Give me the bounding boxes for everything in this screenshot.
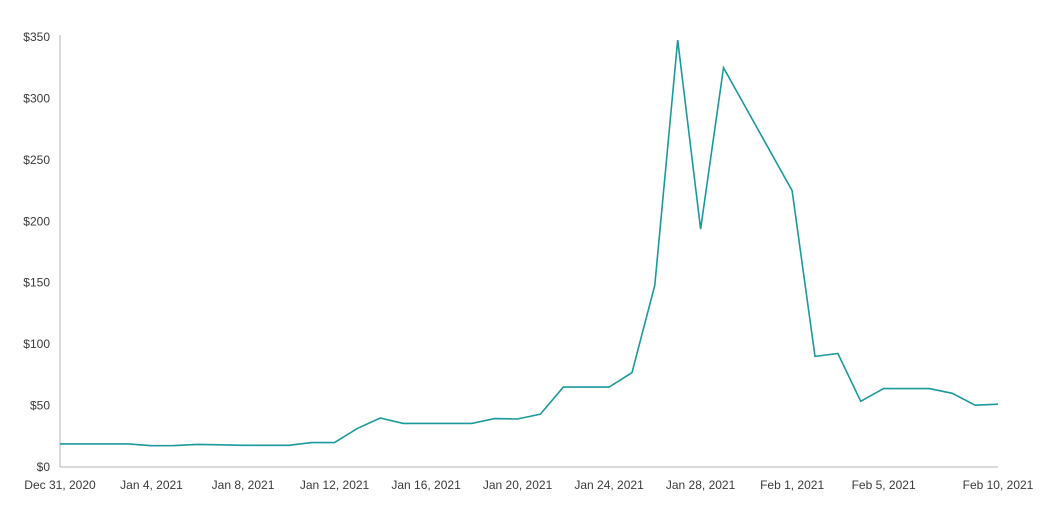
y-tick-label: $200 — [23, 214, 50, 228]
x-tick-label: Jan 28, 2021 — [666, 478, 736, 492]
x-tick-label: Feb 10, 2021 — [963, 478, 1034, 492]
x-tick-label: Jan 12, 2021 — [300, 478, 370, 492]
y-tick-label: $100 — [23, 337, 50, 351]
x-tick-label: Feb 1, 2021 — [760, 478, 824, 492]
y-tick-label: $0 — [37, 460, 51, 474]
x-tick-label: Jan 20, 2021 — [483, 478, 553, 492]
y-tick-label: $50 — [30, 399, 50, 413]
x-tick-label: Jan 16, 2021 — [391, 478, 461, 492]
y-tick-label: $150 — [23, 276, 50, 290]
x-axis-tick-labels: Dec 31, 2020 Jan 4, 2021 Jan 8, 2021 Jan 12… — [24, 478, 1033, 492]
x-tick-label: Feb 5, 2021 — [852, 478, 916, 492]
x-tick-label: Jan 4, 2021 — [120, 478, 183, 492]
y-tick-label: $300 — [23, 91, 50, 105]
x-tick-label: Jan 8, 2021 — [212, 478, 275, 492]
y-tick-label: $250 — [23, 153, 50, 167]
price-series-line — [60, 40, 999, 447]
x-tick-label: Dec 31, 2020 — [24, 478, 96, 492]
series-layer — [60, 40, 999, 447]
y-axis-tick-labels: $0 $50 $100 $150 $200 $250 $300 $350 — [23, 30, 50, 474]
y-tick-label: $350 — [23, 30, 50, 44]
x-tick-label: Jan 24, 2021 — [574, 478, 644, 492]
